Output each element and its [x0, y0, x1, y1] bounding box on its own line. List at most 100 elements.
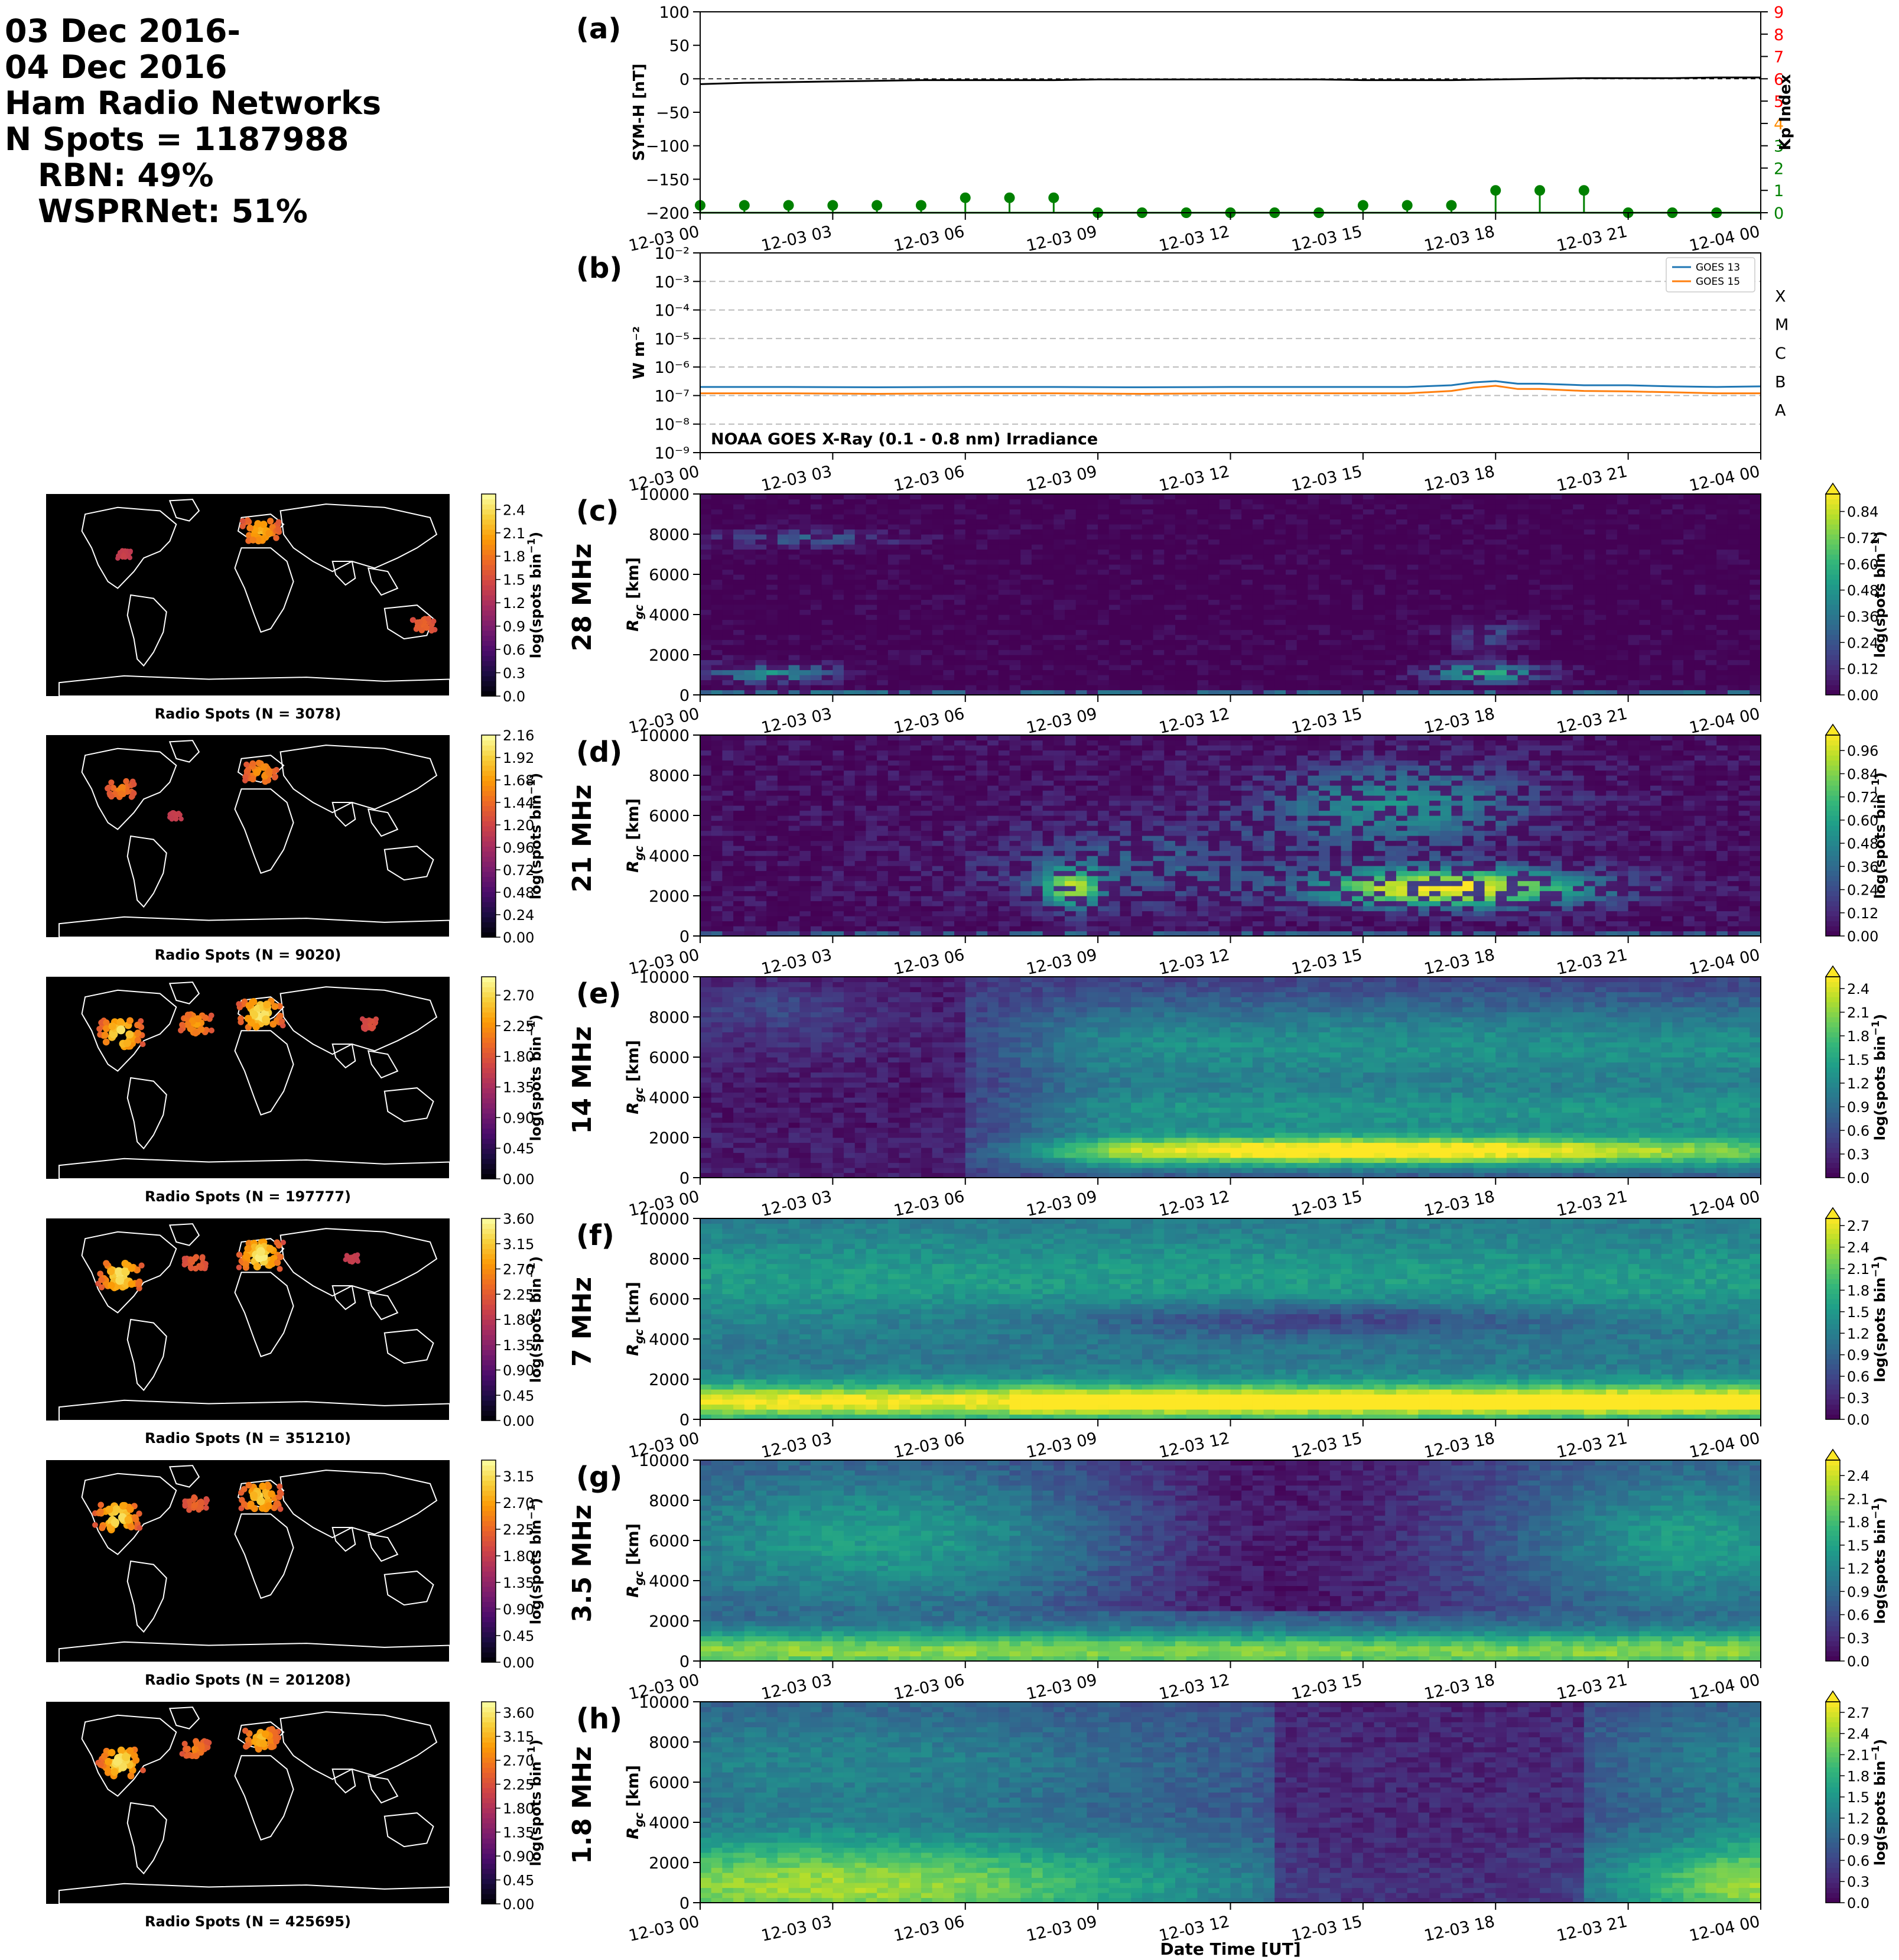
heat-cell	[1286, 560, 1297, 565]
heat-cell	[1639, 504, 1650, 509]
heat-cell	[1495, 550, 1507, 555]
heat-cell	[1186, 550, 1198, 555]
heat-cell	[744, 590, 756, 595]
heat-cell	[1153, 564, 1165, 570]
heat-cell	[1197, 640, 1208, 645]
heat-cell	[1407, 580, 1419, 585]
heat-cell	[1065, 529, 1076, 535]
heat-cell	[778, 670, 789, 675]
heat-cell	[1462, 660, 1474, 665]
heat-cell	[733, 685, 744, 690]
heat-cell	[799, 825, 811, 831]
heat-cell	[799, 851, 811, 856]
heat-cell	[910, 554, 921, 560]
heat-cell	[932, 554, 944, 560]
heat-cell	[700, 750, 711, 756]
heat-cell	[1672, 610, 1683, 615]
heat-cell	[1274, 550, 1286, 555]
heat-cell	[999, 635, 1010, 640]
heat-cell	[1120, 524, 1131, 529]
heat-cell	[855, 911, 866, 916]
heat-cell	[1540, 665, 1551, 670]
heat-cell	[1330, 665, 1341, 670]
heat-cell	[844, 670, 855, 675]
heat-cell	[722, 625, 733, 630]
heat-cell	[1264, 615, 1275, 620]
heat-cell	[822, 660, 833, 665]
heat-cell	[1109, 580, 1120, 585]
heat-cell	[1507, 534, 1518, 539]
heat-cell	[1540, 680, 1551, 685]
heat-cell	[1297, 620, 1308, 625]
heat-cell	[866, 610, 877, 615]
heat-cell	[1098, 594, 1109, 600]
heat-cell	[1208, 574, 1220, 580]
heat-cell	[1363, 675, 1374, 680]
heat-cell	[1109, 600, 1120, 605]
heat-cell	[1297, 544, 1308, 550]
heat-cell	[733, 760, 744, 766]
heat-cell	[711, 665, 723, 670]
heat-cell	[789, 775, 800, 781]
heat-cell	[1363, 670, 1374, 675]
heat-cell	[1352, 544, 1363, 550]
x-tick-label: 12-04 00	[1687, 705, 1761, 738]
colorbar-segment	[482, 641, 496, 646]
heat-cell	[943, 660, 954, 665]
heat-cell	[799, 519, 811, 525]
heat-cell	[1043, 570, 1054, 575]
heat-cell	[755, 906, 766, 911]
heat-cell	[1053, 665, 1065, 670]
heat-cell	[1495, 650, 1507, 655]
heat-cell	[822, 831, 833, 836]
heat-cell	[1661, 554, 1673, 560]
heat-cell	[1683, 544, 1695, 550]
heat-cell	[789, 891, 800, 896]
heat-cell	[888, 574, 899, 580]
heat-cell	[1474, 499, 1485, 505]
heat-cell	[1429, 494, 1440, 499]
heat-cell	[1142, 655, 1153, 660]
heat-cell	[1120, 610, 1131, 615]
heat-cell	[1639, 604, 1650, 610]
heat-cell	[1728, 584, 1739, 590]
heat-cell	[778, 755, 789, 760]
spot-density-dot	[121, 553, 126, 558]
x-tick-label: 12-04 00	[1687, 223, 1761, 256]
heat-cell	[1683, 539, 1695, 545]
heat-cell	[1385, 615, 1396, 620]
heat-cell	[711, 560, 723, 565]
heat-cell	[755, 504, 766, 509]
heat-cell	[722, 876, 733, 881]
heat-cell	[1264, 514, 1275, 519]
heat-cell	[744, 645, 756, 650]
heat-cell	[1175, 529, 1186, 535]
heat-cell	[1584, 670, 1595, 675]
world-map-d	[46, 735, 450, 937]
heat-cell	[1451, 550, 1462, 555]
heat-cell	[1032, 509, 1043, 515]
heat-cell	[755, 550, 766, 555]
heat-cell	[1264, 584, 1275, 590]
heat-cell	[722, 765, 733, 771]
heat-cell	[1628, 650, 1640, 655]
heat-cell	[811, 841, 822, 846]
heat-cell	[1341, 494, 1352, 499]
heat-cell	[811, 926, 822, 931]
heat-cell	[722, 775, 733, 781]
heat-cell	[1650, 574, 1661, 580]
heat-cell	[1650, 610, 1661, 615]
heat-cell	[1396, 514, 1407, 519]
kp-tick-label: 9	[1774, 4, 1784, 22]
heat-cell	[921, 594, 932, 600]
heat-cell	[987, 635, 999, 640]
heat-cell	[1053, 550, 1065, 555]
heat-cell	[1253, 514, 1264, 519]
heat-cell	[1098, 630, 1109, 635]
heat-cell	[700, 580, 711, 585]
heat-cell	[965, 594, 977, 600]
heat-cell	[711, 594, 723, 600]
heat-cell	[1164, 670, 1175, 675]
heat-cell	[1208, 524, 1220, 529]
heat-cell	[799, 791, 811, 796]
